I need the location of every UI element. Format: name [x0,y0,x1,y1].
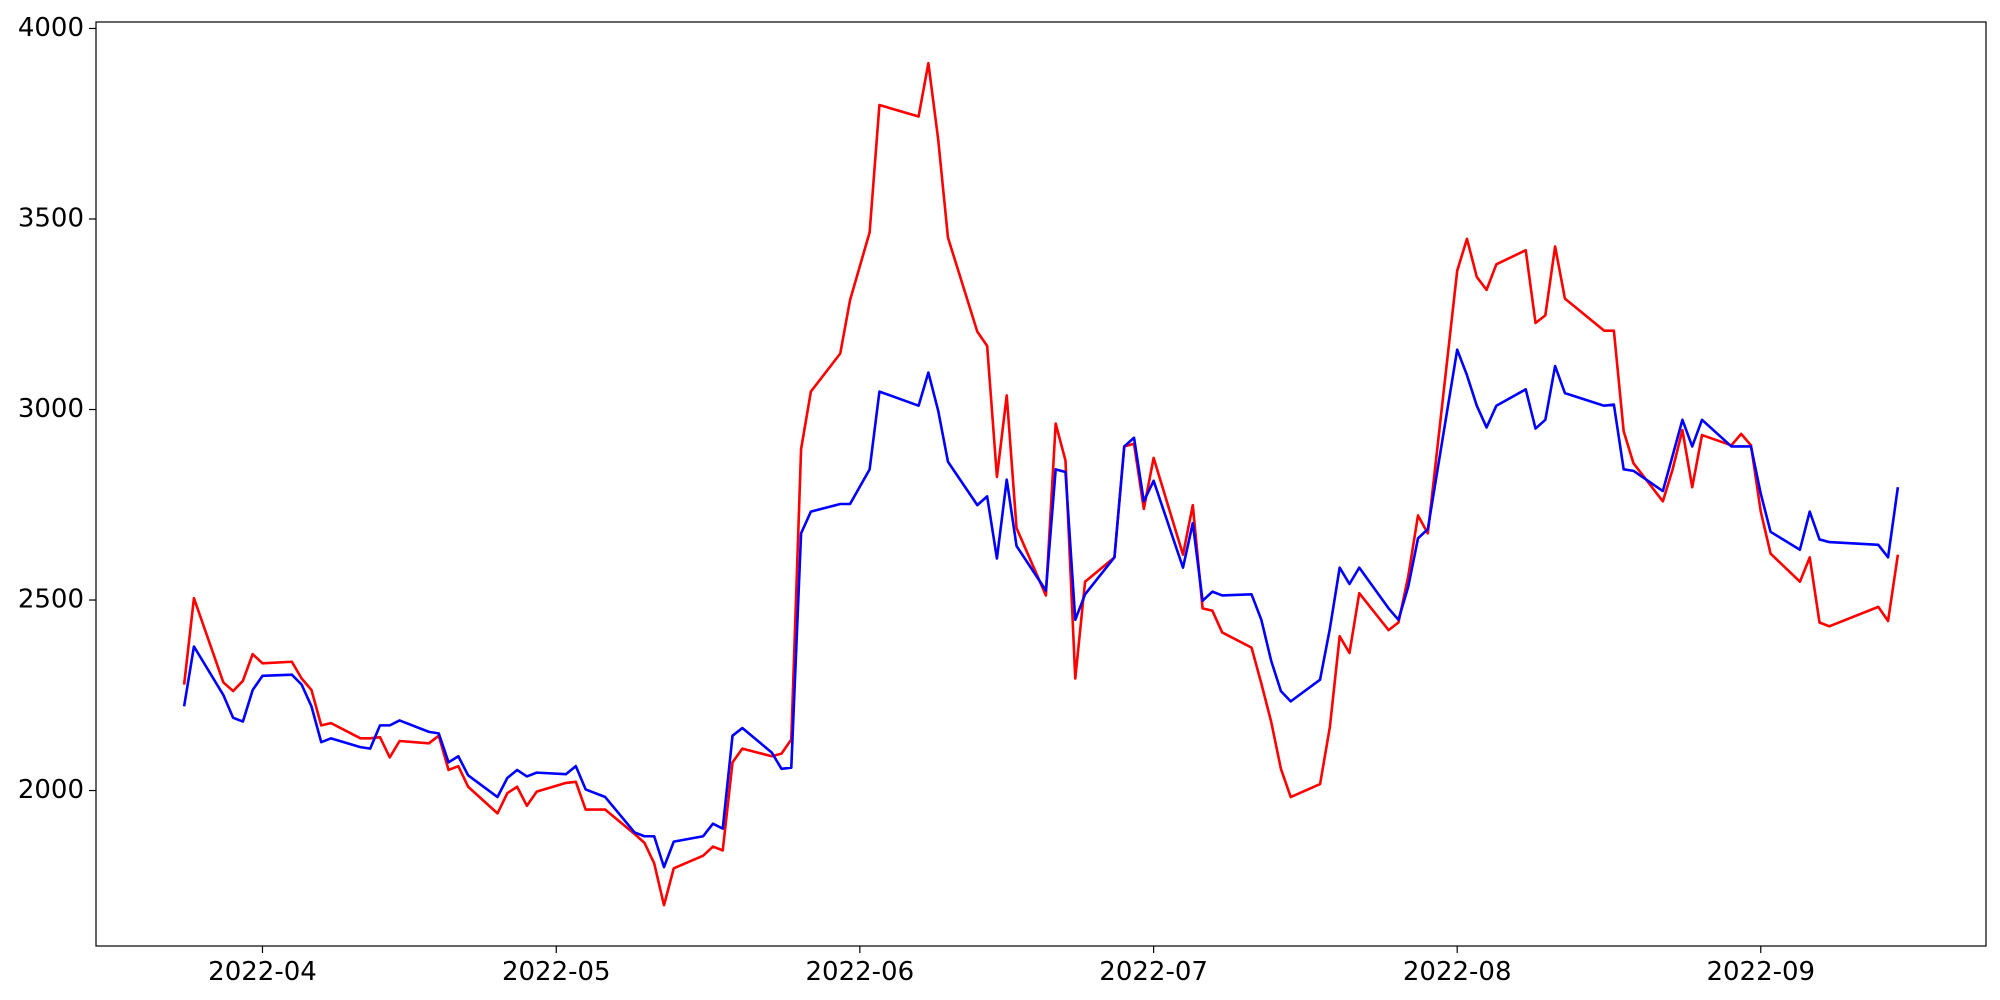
x-tick-label: 2022-06 [806,957,915,987]
y-tick-label: 3000 [18,394,84,424]
y-tick-label: 3500 [18,203,84,233]
x-tick-label: 2022-07 [1099,957,1208,987]
y-tick-label: 2500 [18,585,84,615]
x-tick-label: 2022-04 [208,957,317,987]
plot-frame [95,21,1987,947]
line-series [182,348,1900,869]
line-series [182,61,1900,907]
x-tick-label: 2022-05 [502,957,611,987]
x-tick-label: 2022-09 [1706,957,1815,987]
y-tick-label: 2000 [18,775,84,805]
x-tick-label: 2022-08 [1403,957,1512,987]
y-tick-label: 4000 [18,13,84,43]
